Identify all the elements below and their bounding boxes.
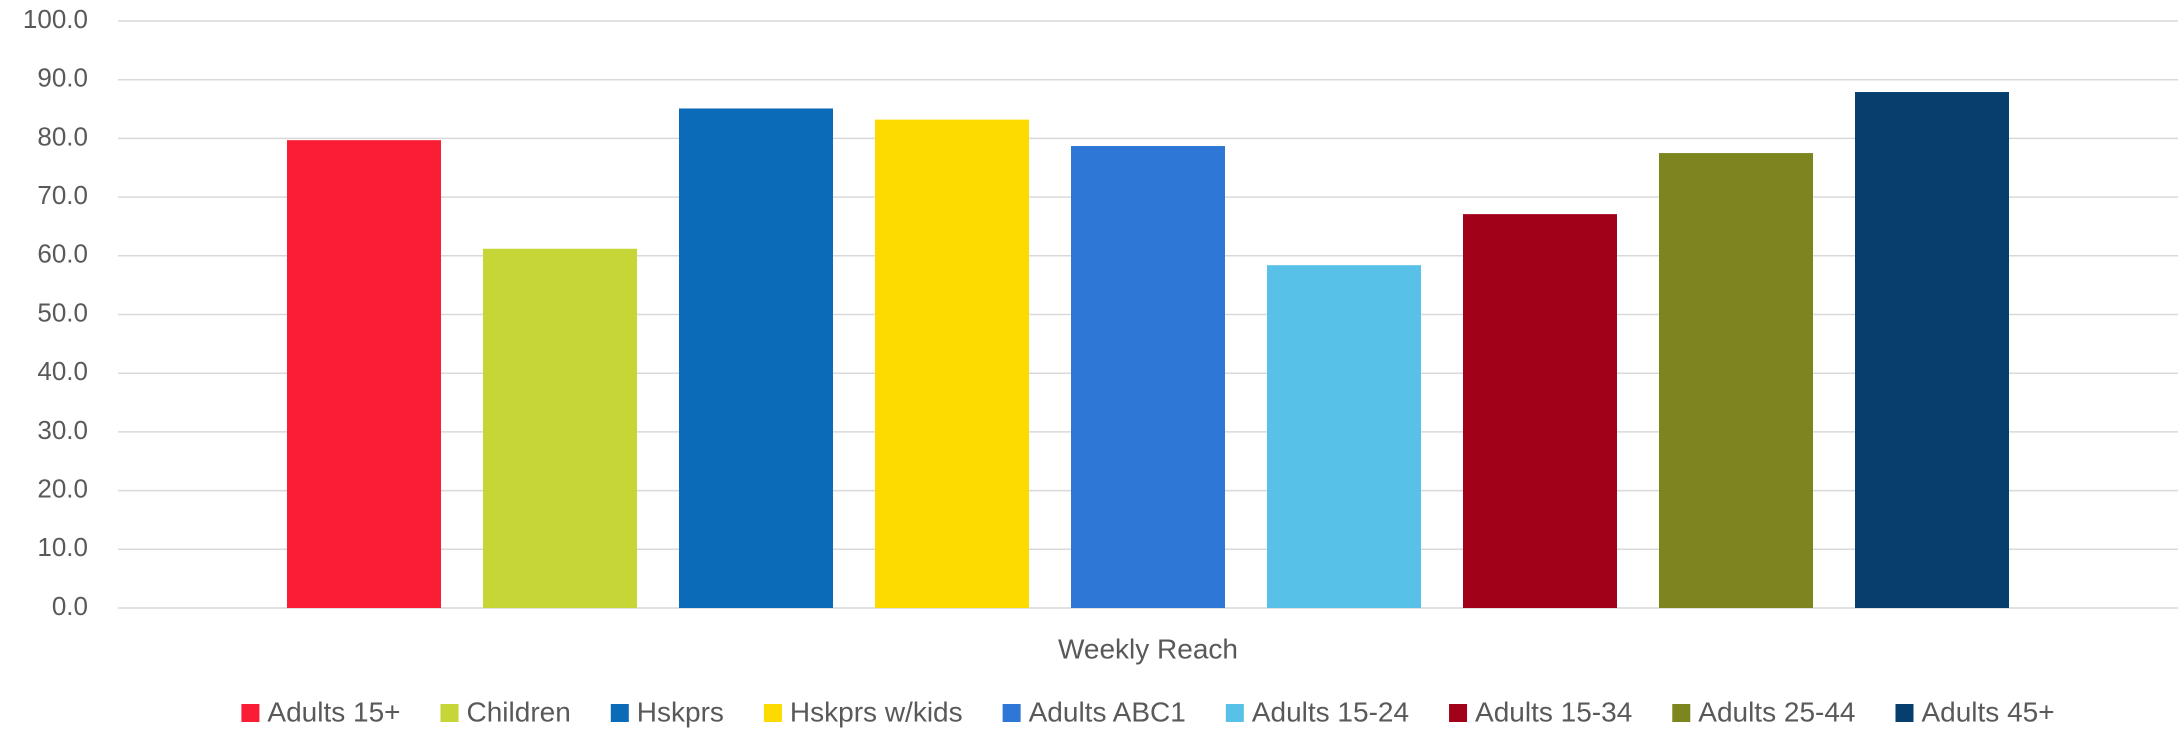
legend-swatch [763,704,782,722]
legend-label: Adults 15+ [267,696,400,727]
legend-label: Adults 15-34 [1475,696,1632,727]
y-tick-label: 40.0 [37,356,88,386]
legend-swatch [440,704,459,722]
bar [679,108,833,608]
bar [483,248,637,609]
y-tick-label: 30.0 [37,415,88,445]
bar [1659,153,1813,608]
legend-label: Children [467,696,571,727]
legend-swatch [1225,704,1244,722]
y-tick-label: 90.0 [37,63,88,93]
bar [1267,265,1421,608]
y-tick-label: 100.0 [23,4,88,34]
legend-swatch [1895,704,1914,722]
legend-swatch [241,704,260,722]
legend-swatch [1449,704,1468,722]
x-tick-label: Weekly Reach [1058,633,1238,664]
y-tick-label: 60.0 [37,239,88,269]
legend-label: Adults ABC1 [1029,696,1186,727]
bar [287,140,441,608]
legend-label: Hskprs w/kids [790,696,963,727]
bar [1463,214,1617,609]
legend-swatch [610,704,629,722]
y-tick-label: 50.0 [37,297,88,327]
legend: Adults 15+ Children Hskprs Hskprs w/kids Adu… [241,696,2055,727]
y-tick-label: 70.0 [37,180,88,210]
legend-label: Adults 45+ [1921,696,2054,727]
y-tick-label: 80.0 [37,121,88,151]
y-tick-label: 0.0 [52,591,88,621]
y-tick-label: 10.0 [37,532,88,562]
bar [1855,92,2009,609]
legend-label: Hskprs [637,696,724,727]
legend-swatch [1002,704,1021,722]
legend-swatch [1672,704,1691,722]
bar [875,119,1029,608]
legend-label: Adults 15-24 [1252,696,1409,727]
legend-label: Adults 25-44 [1698,696,1855,727]
y-tick-label: 20.0 [37,473,88,503]
bar [1071,146,1225,608]
